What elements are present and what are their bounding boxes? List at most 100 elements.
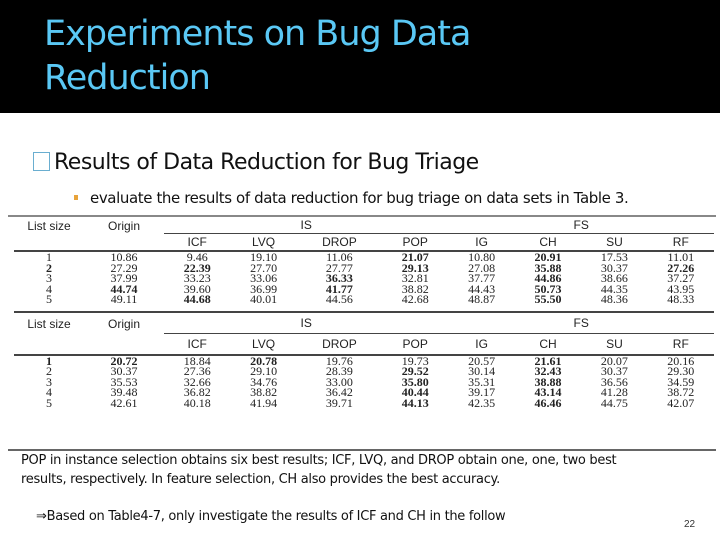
cell: 19.10 <box>250 250 278 264</box>
cell: 36.42 <box>325 385 353 399</box>
cell: 43.14 <box>534 385 562 399</box>
cell: 30.37 <box>110 364 138 378</box>
cell: 39.60 <box>183 281 211 296</box>
cell: 38.66 <box>600 271 628 285</box>
cell: 1 <box>46 250 52 264</box>
header-list-size: List size <box>14 217 84 252</box>
cell: 38.82 <box>250 385 278 399</box>
cell: 10.80 <box>468 250 496 264</box>
cell: 50.73 <box>534 281 562 296</box>
header-rf: RF <box>647 333 714 356</box>
header-lvq: LVQ <box>230 333 297 356</box>
cell: 21.61 <box>534 353 562 368</box>
cell: 42.35 <box>468 395 496 410</box>
sub-bullet: evaluate the results of data reduction f… <box>74 189 629 207</box>
square-bullet-icon <box>74 195 78 200</box>
cell: 48.36 <box>600 292 628 306</box>
cell: 48.33 <box>667 292 695 306</box>
header-fs: FS <box>448 311 714 334</box>
cell: 42.68 <box>401 292 429 306</box>
summary-note: POP in instance selection obtains six be… <box>21 451 701 489</box>
cell: 38.72 <box>667 385 695 399</box>
sub-bullet-text: evaluate the results of data reduction f… <box>90 189 629 207</box>
cell: 33.06 <box>250 271 278 285</box>
cell: 9.46 <box>186 250 208 264</box>
page-number: 22 <box>684 519 696 530</box>
cell: 49.11 <box>110 292 138 306</box>
title-line-2: Reduction <box>44 58 211 98</box>
cell: 48.87 <box>468 292 496 306</box>
cell: 44.75 <box>600 395 628 410</box>
hollow-square-bullet-icon <box>33 152 50 171</box>
cell: 41.28 <box>600 385 628 399</box>
cell: 36.33 <box>325 271 353 285</box>
cell: 3 <box>46 271 52 285</box>
table-row: 2 30.37 27.36 29.10 28.39 29.52 30.14 32… <box>14 364 714 378</box>
cell: 4 <box>46 281 52 296</box>
cell: 29.30 <box>667 364 695 378</box>
cell: 32.43 <box>534 364 562 378</box>
cell: 18.84 <box>183 353 211 368</box>
cell: 37.77 <box>468 271 496 285</box>
cell: 19.73 <box>401 353 429 368</box>
header-origin: Origin <box>84 217 164 252</box>
header-drop: DROP <box>296 233 383 252</box>
cell: 44.13 <box>401 395 429 410</box>
cell: 28.39 <box>325 364 353 378</box>
cell: 27.70 <box>250 260 278 275</box>
cell: 44.68 <box>183 292 211 306</box>
cell: 20.07 <box>600 353 628 368</box>
cell: 30.14 <box>468 364 496 378</box>
cell: 33.23 <box>183 271 211 285</box>
table-row: 5 42.61 40.18 41.94 39.71 44.13 42.35 46… <box>14 395 714 410</box>
table-row: 1 20.72 18.84 20.78 19.76 19.73 20.57 21… <box>14 355 714 367</box>
cell: 34.59 <box>667 374 695 389</box>
header-lvq: LVQ <box>230 233 297 252</box>
cell: 43.95 <box>667 281 695 296</box>
cell: 21.07 <box>401 250 429 264</box>
header-pop: POP <box>382 233 449 252</box>
cell: 32.81 <box>401 271 429 285</box>
cell: 55.50 <box>534 292 562 306</box>
cell: 38.88 <box>534 374 562 389</box>
cell: 11.06 <box>326 250 353 264</box>
cell: 38.82 <box>401 281 429 296</box>
cell: 35.31 <box>468 374 496 389</box>
cell: 39.71 <box>325 395 353 410</box>
header-su: SU <box>581 233 648 252</box>
cell: 22.39 <box>183 260 211 275</box>
cell: 32.66 <box>183 374 211 389</box>
header-ig: IG <box>448 233 515 252</box>
cell: 11.01 <box>667 250 695 264</box>
results-tables: List size Origin IS FS ICF LVQ DROP POP … <box>8 215 716 451</box>
cell: 41.77 <box>325 281 353 296</box>
note-line-1: POP in instance selection obtains six be… <box>21 453 617 468</box>
cell: 5 <box>46 292 52 306</box>
table-row: 4 39.48 36.82 38.82 36.42 40.44 39.17 43… <box>14 385 714 399</box>
conclusion-text: ⇒Based on Table4-7, only investigate the… <box>36 509 506 524</box>
cell: 36.56 <box>600 374 628 389</box>
main-bullet: Results of Data Reduction for Bug Triage <box>33 150 479 175</box>
cell: 37.27 <box>667 271 695 285</box>
results-table-1: List size Origin IS FS ICF LVQ DROP POP … <box>14 217 714 305</box>
cell: 2 <box>46 364 52 378</box>
cell: 35.80 <box>401 374 429 389</box>
header-pop: POP <box>382 333 449 356</box>
cell: 35.88 <box>534 260 562 275</box>
cell: 39.17 <box>468 385 496 399</box>
header-su: SU <box>581 333 648 356</box>
title-line-1: Experiments on Bug Data <box>44 14 471 54</box>
cell: 36.82 <box>183 385 211 399</box>
cell: 20.78 <box>250 353 278 368</box>
note-line-2: results, respectively. In feature select… <box>21 472 500 487</box>
cell: 2 <box>46 260 52 275</box>
cell: 29.52 <box>401 364 429 378</box>
cell: 37.99 <box>110 271 138 285</box>
header-drop: DROP <box>296 333 383 356</box>
cell: 4 <box>46 385 52 399</box>
cell: 44.43 <box>468 281 496 296</box>
cell: 20.16 <box>667 353 695 368</box>
cell: 44.56 <box>325 292 353 306</box>
cell: 20.57 <box>468 353 496 368</box>
header-is: IS <box>164 217 449 234</box>
